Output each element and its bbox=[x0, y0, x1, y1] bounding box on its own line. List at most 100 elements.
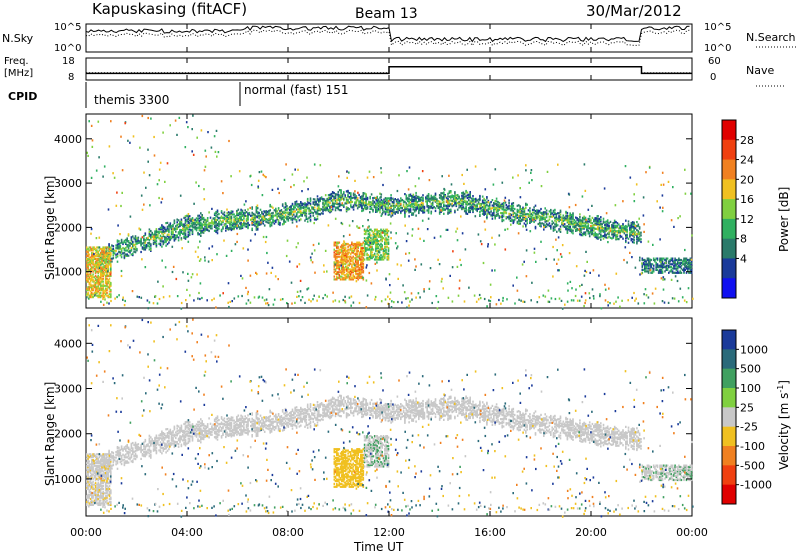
power-echo-cell bbox=[354, 269, 357, 272]
power-echo-cell bbox=[86, 271, 88, 275]
power-echo-cell bbox=[646, 257, 649, 260]
power-echo-cell bbox=[187, 228, 190, 231]
power-echo-cell bbox=[581, 220, 584, 223]
power-echo-cell bbox=[647, 264, 650, 267]
power-echo-cell bbox=[471, 207, 473, 210]
power-echo-cell bbox=[580, 222, 583, 225]
power-echo-cell bbox=[372, 248, 375, 251]
power-echo-cell bbox=[116, 246, 119, 249]
power-echo-cell bbox=[347, 275, 349, 278]
power-echo-cell bbox=[559, 230, 562, 233]
power-echo-cell bbox=[419, 199, 421, 202]
power-echo-cell bbox=[344, 247, 347, 250]
power-echo-cell bbox=[230, 211, 233, 214]
power-echo-cell bbox=[588, 220, 591, 223]
power-echo-cell bbox=[427, 206, 430, 209]
power-echo-cell bbox=[363, 252, 366, 255]
power-echo-cell bbox=[176, 235, 178, 238]
power-echo-cell bbox=[347, 271, 349, 274]
power-echo-cell bbox=[486, 305, 488, 308]
power-echo-cell bbox=[690, 192, 692, 195]
power-echo-cell bbox=[454, 209, 456, 212]
power-echo-cell bbox=[484, 202, 487, 205]
power-echo-cell bbox=[458, 279, 461, 282]
power-echo-cell bbox=[404, 207, 406, 210]
power-echo-cell bbox=[463, 182, 465, 185]
power-echo-cell bbox=[99, 252, 102, 255]
power-echo-cell bbox=[342, 242, 344, 246]
power-echo-cell bbox=[689, 261, 692, 264]
power-echo-cell bbox=[384, 252, 386, 255]
power-echo-cell bbox=[445, 206, 448, 209]
power-echo-cell bbox=[358, 241, 361, 244]
power-echo-cell bbox=[132, 254, 134, 257]
power-echo-cell bbox=[381, 209, 384, 212]
power-echo-cell bbox=[129, 242, 131, 245]
power-echo-cell bbox=[681, 261, 684, 264]
power-echo-cell bbox=[405, 202, 408, 205]
power-echo-cell bbox=[386, 200, 388, 203]
power-echo-cell bbox=[570, 231, 573, 234]
power-echo-cell bbox=[408, 204, 410, 207]
power-echo-cell bbox=[518, 220, 520, 223]
power-echo-cell bbox=[555, 225, 558, 228]
power-echo-cell bbox=[575, 225, 577, 228]
power-echo-cell bbox=[334, 255, 337, 258]
power-echo-cell bbox=[647, 270, 650, 273]
power-echo-cell bbox=[337, 267, 339, 270]
power-echo-cell bbox=[570, 217, 573, 221]
power-echo-cell bbox=[102, 175, 104, 178]
power-echo-cell bbox=[526, 219, 528, 222]
power-echo-cell bbox=[509, 209, 512, 212]
power-echo-cell bbox=[377, 235, 380, 238]
power-echo-cell bbox=[188, 217, 191, 220]
power-echo-cell bbox=[604, 234, 606, 237]
power-echo-cell bbox=[91, 276, 93, 279]
power-echo-cell bbox=[184, 221, 187, 224]
power-echo-cell bbox=[581, 224, 584, 227]
power-echo-cell bbox=[615, 234, 617, 237]
power-echo-cell bbox=[584, 292, 587, 295]
power-echo-cell bbox=[386, 202, 388, 205]
power-echo-cell bbox=[541, 212, 543, 215]
power-echo-cell bbox=[561, 223, 563, 226]
power-echo-cell bbox=[493, 208, 495, 211]
power-echo-cell bbox=[604, 223, 606, 227]
power-echo-cell bbox=[367, 235, 370, 238]
power-echo-cell bbox=[92, 289, 94, 292]
power-echo-cell bbox=[102, 286, 104, 289]
power-echo-cell bbox=[229, 211, 231, 214]
power-echo-cell bbox=[352, 205, 355, 208]
power-echo-cell bbox=[187, 231, 190, 234]
power-echo-cell bbox=[676, 279, 679, 283]
power-echo-cell bbox=[365, 193, 367, 196]
power-echo-cell bbox=[427, 193, 430, 196]
power-echo-cell bbox=[558, 228, 560, 231]
power-echo-cell bbox=[445, 228, 448, 231]
power-echo-cell bbox=[591, 288, 594, 291]
power-echo-cell bbox=[155, 233, 158, 236]
power-echo-cell bbox=[500, 205, 502, 208]
power-echo-cell bbox=[340, 190, 342, 193]
power-echo-cell bbox=[261, 194, 264, 197]
power-echo-cell bbox=[512, 176, 514, 179]
power-echo-cell bbox=[183, 226, 185, 229]
power-echo-cell bbox=[325, 206, 327, 209]
power-echo-cell bbox=[249, 206, 251, 210]
power-echo-cell bbox=[600, 226, 602, 229]
power-echo-cell bbox=[387, 248, 390, 251]
power-echo-cell bbox=[406, 306, 408, 309]
power-echo-cell bbox=[220, 223, 223, 226]
power-echo-cell bbox=[613, 222, 616, 225]
power-echo-cell bbox=[422, 196, 424, 200]
power-echo-cell bbox=[522, 214, 524, 217]
power-echo-cell bbox=[185, 121, 188, 124]
power-echo-cell bbox=[342, 278, 344, 281]
power-echo-cell bbox=[386, 198, 388, 201]
power-echo-cell bbox=[276, 218, 278, 221]
power-echo-cell bbox=[429, 267, 432, 270]
power-echo-cell bbox=[574, 203, 577, 207]
power-echo-cell bbox=[293, 217, 295, 220]
power-echo-cell bbox=[626, 228, 628, 231]
power-echo-cell bbox=[104, 246, 107, 249]
